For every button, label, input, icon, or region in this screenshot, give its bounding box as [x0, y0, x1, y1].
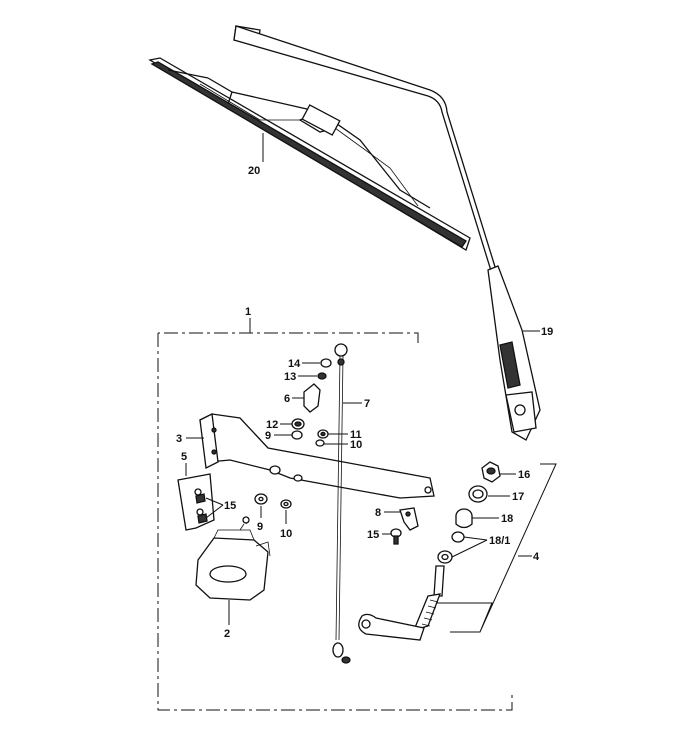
label-14: 14: [288, 358, 301, 370]
assembly-4-bracket: [436, 463, 557, 633]
label-9-lower: 9: [257, 521, 263, 533]
washer-icon: [254, 493, 292, 509]
label-4: 4: [533, 551, 540, 563]
label-18-1: 18/1: [489, 535, 510, 547]
label-13: 13: [284, 371, 296, 383]
label-19: 19: [541, 326, 553, 338]
wiper-arm-icon: [233, 25, 541, 441]
wiper-motor-icon: [195, 516, 271, 601]
linkage-rod-icon: [332, 343, 351, 664]
label-16: 16: [518, 469, 530, 481]
label-10-lower: 10: [280, 528, 292, 540]
label-7: 7: [364, 398, 370, 410]
label-8: 8: [375, 507, 381, 519]
label-5: 5: [181, 451, 187, 463]
mounting-bracket-icon: [199, 413, 435, 499]
bolt-icon: [195, 493, 208, 524]
assembly-1-frame: [157, 332, 513, 711]
bolt-icon-lower: [390, 528, 402, 545]
nut-bushing-stack-icon: [437, 461, 501, 564]
label-1: 1: [245, 306, 251, 318]
label-12: 12: [266, 419, 278, 431]
label-6: 6: [284, 393, 290, 405]
label-10-upper: 10: [350, 439, 362, 451]
label-20: 20: [248, 165, 260, 177]
wiper-spindle-icon: [358, 565, 445, 641]
label-2: 2: [224, 628, 230, 640]
label-11: 11: [350, 429, 362, 441]
label-17: 17: [512, 491, 524, 503]
label-15-a: 15: [224, 500, 236, 512]
label-15-b: 15: [367, 529, 379, 541]
label-3: 3: [176, 433, 182, 445]
small-bracket-icon: [177, 473, 215, 531]
wiper-blade-icon: [148, 57, 471, 251]
label-9-upper: 9: [265, 430, 271, 442]
label-18: 18: [501, 513, 513, 525]
clip-icon: [399, 507, 419, 531]
small-hardware-icon: [291, 358, 332, 447]
